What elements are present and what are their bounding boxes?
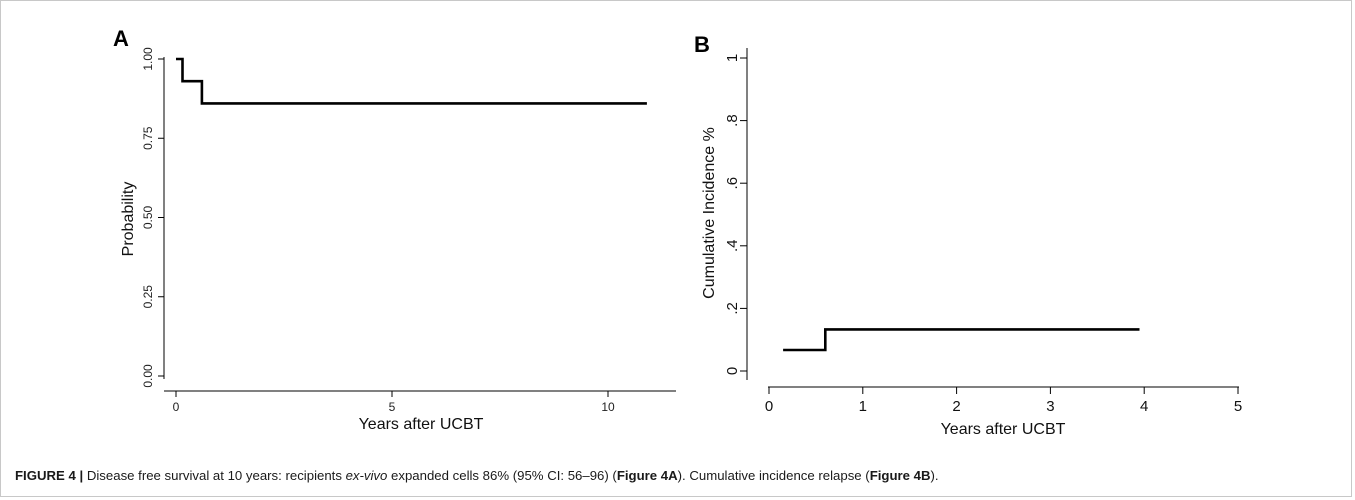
panel-b-x-label: Years after UCBT [941,421,1066,438]
caption-ref-a: Figure 4A [616,468,678,483]
panel-a-letter: A [113,26,129,51]
panel-a-x-tick-label: 0 [173,400,180,414]
caption-text-2: expanded cells 86% (95% CI: 56–96) ( [387,468,617,483]
panel-a-x-label: Years after UCBT [359,416,484,433]
panel-b-x-tick-label: 2 [952,398,960,415]
caption-ref-b: Figure 4B [869,468,931,483]
panel-b-x-tick-label: 0 [765,398,773,415]
panel-a-y-label: Probability [120,182,137,257]
panel-b-incidence-curve [783,328,1140,352]
panel-b-y-label: Cumulative Incidence % [701,127,718,299]
panel-b-x-ticks: 0 1 2 3 4 5 [765,387,1242,415]
panel-b-y-tick-label: 0 [724,367,741,375]
panel-a-x-tick-label: 10 [601,400,615,414]
figure-caption: FIGURE 4 | Disease free survival at 10 y… [15,467,1341,485]
panel-a-y-tick-label: 1.00 [141,47,155,71]
panel-a-y-tick-label: 0.00 [141,364,155,388]
panel-b-y-tick-label: 1 [724,54,741,62]
panel-b-y-ticks: 0 .2 .4 .6 .8 1 [724,54,747,375]
figure-svg: A 0.000.250.500.751.00 0 5 10 Probability … [113,26,1242,438]
panel-b-y-tick-label: .4 [724,240,741,253]
caption-italic: ex-vivo [345,468,388,483]
panel-b-y-tick-label: .6 [724,177,741,190]
panel-b-y-tick-label: .2 [724,302,741,315]
panel-b-x-tick-label: 4 [1140,398,1148,415]
panel-a: A 0.000.250.500.751.00 0 5 10 Probability … [113,26,676,433]
panel-a-y-tick-label: 0.75 [141,126,155,150]
panel-b-x-tick-label: 3 [1046,398,1054,415]
panel-a-y-ticks: 0.00 0.25 0.50 0.75 1.00 [141,47,164,388]
caption-text-4: ). [930,468,939,483]
panel-a-survival-curve [176,57,647,105]
panel-b-y-tick-label: .8 [724,114,741,127]
caption-text-3: ). Cumulative incidence relapse ( [677,468,870,483]
panel-b-letter: B [694,32,710,57]
panel-a-y-tick-label: 0.50 [141,205,155,229]
panel-b: B 0 .2 .4 .6 .8 1 0 1 2 3 4 5 Cumulative Incidence… [694,32,1242,438]
panel-a-y-tick-label: 0.25 [141,285,155,309]
caption-text-1: Disease free survival at 10 years: recip… [83,468,346,483]
panel-a-x-ticks: 0 5 10 [173,391,615,414]
panel-b-x-tick-label: 5 [1234,398,1242,415]
panel-a-x-tick-label: 5 [389,400,396,414]
caption-label: FIGURE 4 | [15,468,84,483]
panel-b-x-tick-label: 1 [859,398,867,415]
